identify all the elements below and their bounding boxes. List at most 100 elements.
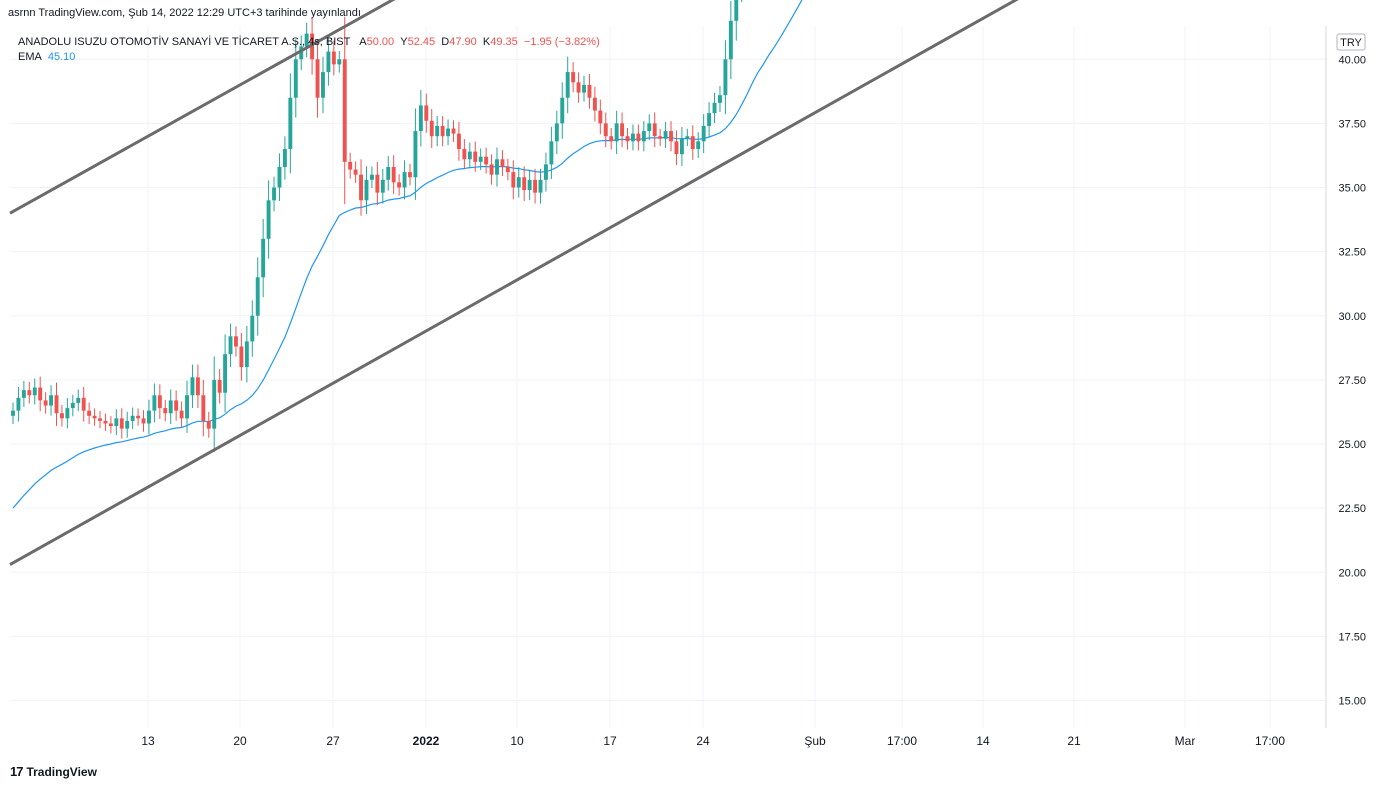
candle-body	[718, 95, 722, 103]
ema-line-layer	[12, 0, 803, 509]
candle-body	[331, 51, 336, 65]
time-tick-label: 14	[976, 734, 990, 748]
candle-body	[119, 418, 124, 429]
footer-brand: TradingView	[26, 764, 97, 779]
candle-body	[27, 390, 32, 396]
candle-body	[272, 187, 276, 201]
candle-body	[87, 410, 92, 416]
candle-body	[538, 179, 543, 193]
candle-body	[11, 410, 15, 416]
candle-body	[391, 166, 396, 183]
candle-body	[571, 72, 576, 83]
price-tick-label: 20.00	[1338, 567, 1366, 579]
candle-body	[505, 166, 510, 173]
candle-body	[495, 159, 499, 175]
legend-ema-label: EMA	[18, 51, 42, 63]
ema-line	[12, 0, 803, 509]
legend-close: 49.35	[490, 36, 518, 48]
candle-body	[527, 179, 532, 191]
candle-body	[712, 102, 717, 114]
candle-body	[630, 133, 635, 142]
time-tick-label: 17:00	[1255, 734, 1285, 748]
price-tick-label: 27.50	[1338, 375, 1366, 387]
candle-body	[125, 420, 130, 429]
legend-open: 50.00	[366, 36, 395, 48]
candle-body	[603, 123, 608, 137]
legend-ema-row[interactable]: EMA 45.10	[18, 50, 600, 65]
legend-change: −1.95 (−3.82%)	[523, 36, 600, 48]
candle-body	[146, 410, 151, 424]
candle-body	[212, 379, 217, 429]
candle-body	[59, 413, 64, 419]
candle-body	[21, 390, 26, 398]
candle-body	[179, 410, 184, 419]
price-tick-label: 15.00	[1338, 696, 1366, 708]
candle-body	[103, 420, 108, 424]
channel-lines-layer	[9, 0, 1019, 566]
candle-body	[522, 177, 527, 191]
candle-body	[543, 164, 548, 180]
price-tick-label: 17.50	[1338, 631, 1366, 643]
candle-body	[380, 179, 385, 193]
time-tick-label: 27	[326, 734, 340, 748]
candle-body	[679, 138, 684, 155]
time-tick-label: 20	[233, 734, 247, 748]
candle-body	[707, 113, 712, 126]
candles-layer	[11, 0, 743, 453]
candle-body	[206, 420, 211, 429]
candle-body	[359, 174, 364, 201]
candle-body	[446, 128, 451, 137]
candle-body	[696, 141, 701, 150]
candle-body	[516, 177, 521, 188]
candle-body	[658, 136, 663, 139]
time-tick-label: Şub	[804, 734, 826, 748]
currency-label: TRY	[1340, 37, 1362, 49]
candle-body	[533, 179, 538, 193]
candle-body	[157, 395, 162, 409]
channel-upper-line	[9, 0, 396, 215]
candle-body	[560, 97, 565, 124]
candle-body	[435, 125, 440, 137]
time-tick-label: 13	[141, 734, 155, 748]
candle-body	[195, 377, 200, 396]
candle-body	[353, 169, 358, 175]
candle-body	[299, 46, 304, 60]
candle-body	[288, 97, 293, 150]
candle-body	[282, 149, 287, 167]
candle-body	[674, 141, 679, 155]
candle-body	[690, 136, 695, 150]
candle-body	[190, 377, 195, 396]
candle-body	[369, 174, 374, 180]
candle-body	[136, 415, 141, 419]
candle-body	[92, 415, 97, 419]
candle-body	[255, 277, 260, 316]
candle-body	[16, 397, 21, 411]
candle-body	[554, 123, 559, 142]
candle-body	[81, 397, 86, 411]
candle-body	[647, 123, 652, 132]
legend-symbol: ANADOLU ISUZU OTOMOTİV SANAYİ VE TİCARET…	[18, 36, 351, 48]
time-axis: 13 20 27 2022 10 17 24 Şub 17:00 14 21 Mar 17:00	[141, 734, 1285, 748]
candle-body	[413, 131, 418, 178]
candle-body	[592, 97, 597, 111]
time-tick-label: 17:00	[887, 734, 917, 748]
candle-body	[223, 354, 228, 393]
legend-open-label: A	[359, 36, 367, 48]
candle-body	[397, 182, 402, 188]
legend-low-label: D	[441, 36, 450, 48]
price-tick-label: 35.00	[1338, 183, 1366, 195]
candle-body	[587, 84, 592, 98]
candle-body	[734, 0, 739, 21]
footer[interactable]: 17 TradingView	[10, 764, 97, 779]
candle-body	[669, 131, 673, 142]
candle-body	[565, 72, 570, 98]
candle-body	[304, 33, 309, 47]
candle-body	[402, 172, 407, 188]
candle-body	[70, 402, 75, 409]
candle-body	[429, 120, 434, 137]
time-tick-label: 17	[603, 734, 617, 748]
candle-body	[244, 341, 249, 368]
legend-close-label: K	[482, 36, 491, 48]
candle-body	[641, 131, 646, 142]
